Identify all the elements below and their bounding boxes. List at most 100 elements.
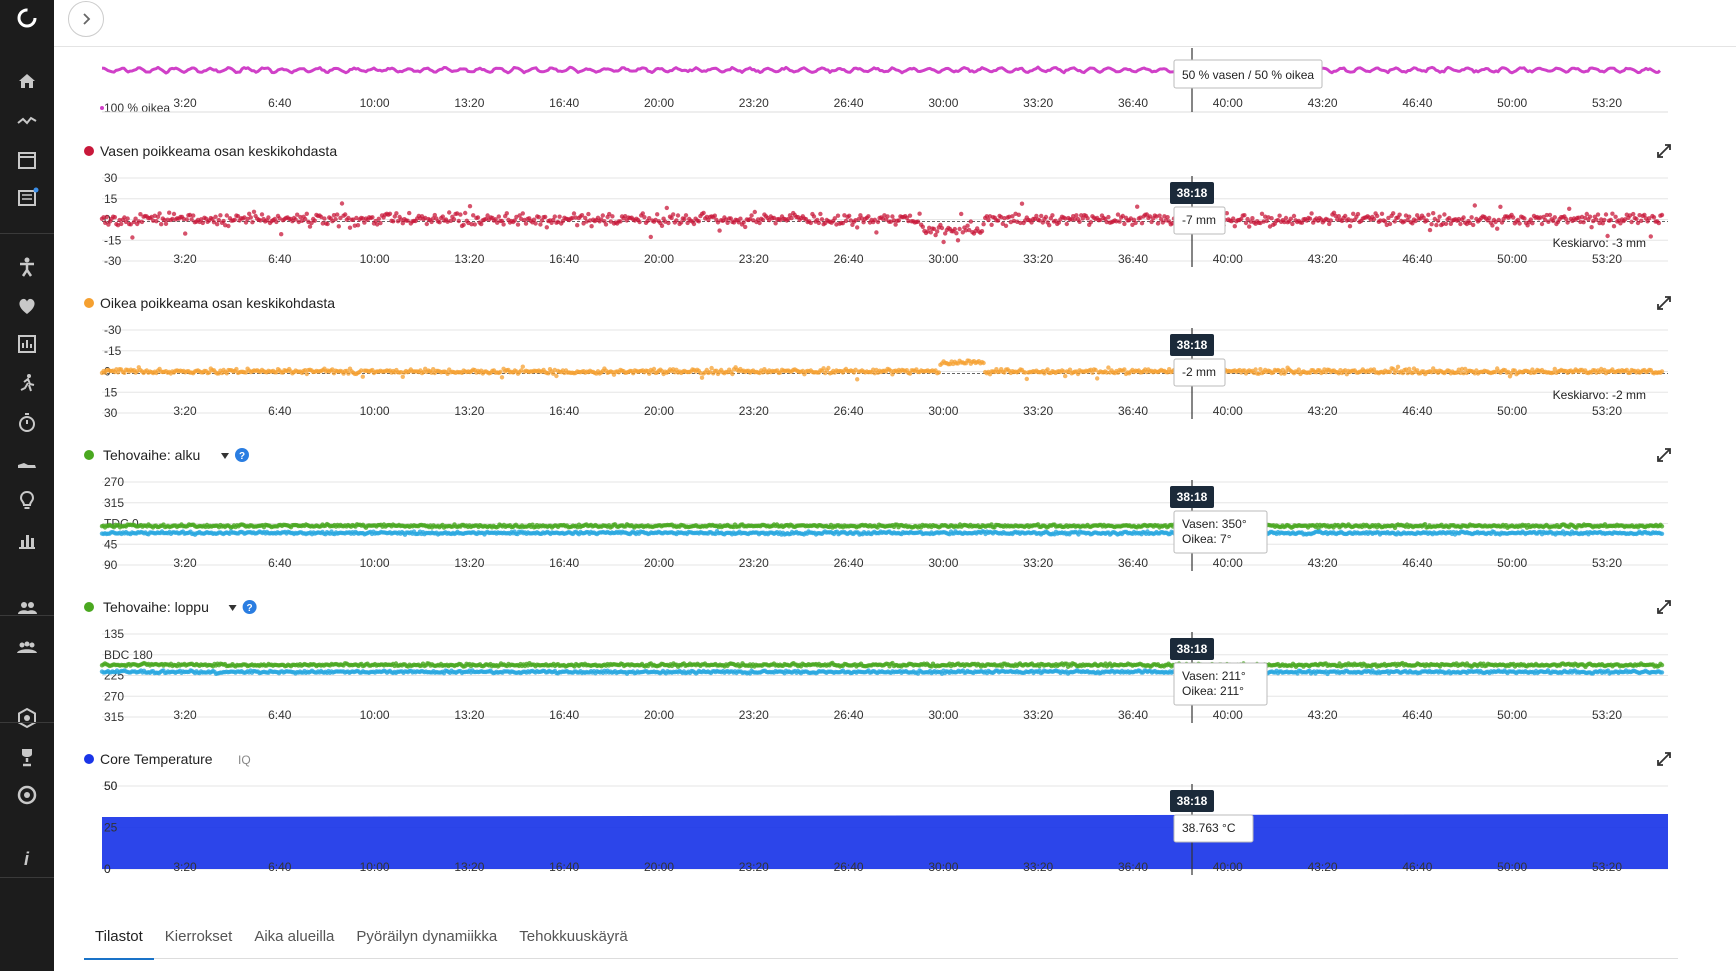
dropdown-caret-icon[interactable]	[228, 605, 237, 611]
data-point	[743, 224, 748, 230]
data-point	[1407, 366, 1412, 372]
data-point	[335, 212, 340, 217]
data-point	[304, 371, 309, 377]
data-point	[1440, 221, 1446, 227]
chart-title[interactable]: Tehovaihe: alku	[103, 447, 200, 463]
data-point	[1447, 215, 1452, 221]
data-point	[717, 228, 722, 233]
data-point	[1515, 217, 1521, 223]
data-point	[232, 217, 237, 222]
data-point	[1565, 220, 1570, 225]
data-point	[1443, 221, 1449, 226]
data-point	[1003, 223, 1009, 228]
info-icon[interactable]: i	[0, 838, 54, 878]
running-icon[interactable]	[0, 364, 54, 404]
data-point	[266, 215, 271, 220]
data-point	[1022, 370, 1028, 375]
data-point	[819, 217, 825, 222]
value-tooltip-text: -2 mm	[1182, 365, 1216, 379]
data-point	[191, 213, 196, 218]
cursor-time-text: 38:18	[1177, 338, 1208, 352]
activity-icon[interactable]	[0, 101, 54, 141]
data-point	[1371, 216, 1377, 222]
data-point	[431, 216, 436, 221]
stopwatch-icon[interactable]	[0, 403, 54, 443]
data-point	[560, 219, 565, 224]
x-tick-label: 43:20	[1308, 404, 1338, 418]
data-point	[1495, 226, 1500, 231]
data-point	[221, 218, 226, 224]
shoe-icon[interactable]	[0, 442, 54, 482]
data-point	[981, 222, 986, 227]
data-point	[960, 230, 965, 235]
dropdown-caret-icon[interactable]	[221, 453, 229, 459]
data-point	[965, 223, 970, 228]
heart-icon[interactable]	[0, 286, 54, 326]
data-point	[538, 222, 543, 227]
data-point	[1543, 217, 1548, 223]
data-point	[939, 225, 945, 231]
data-point	[154, 219, 159, 224]
data-point	[546, 371, 551, 376]
expand-chart-icon[interactable]	[1657, 600, 1671, 614]
data-point	[1635, 220, 1641, 226]
data-point	[330, 219, 335, 224]
data-point	[346, 371, 351, 376]
segment-icon[interactable]	[0, 698, 54, 738]
bulb-icon[interactable]	[0, 481, 54, 521]
data-point	[907, 371, 913, 376]
expand-chart-icon[interactable]	[1657, 296, 1671, 310]
trophy-icon[interactable]	[0, 737, 54, 777]
expand-chart-icon[interactable]	[1657, 144, 1671, 158]
data-point	[1421, 215, 1426, 220]
data-point	[1426, 212, 1431, 217]
data-point	[171, 211, 177, 217]
data-point	[816, 220, 821, 226]
data-point	[1250, 216, 1255, 221]
expand-sidebar-button[interactable]	[68, 1, 104, 37]
data-point	[1120, 213, 1126, 219]
data-point	[1517, 221, 1522, 226]
data-point	[666, 220, 671, 226]
data-point	[989, 222, 994, 227]
x-tick-label: 30:00	[928, 252, 958, 266]
y-tick-label: 45	[104, 537, 118, 551]
data-point	[1639, 218, 1644, 223]
x-tick-label: 23:20	[739, 96, 769, 110]
data-point	[861, 220, 866, 225]
data-point	[1336, 214, 1342, 219]
x-tick-label: 13:20	[454, 404, 484, 418]
expand-chart-icon[interactable]	[1657, 448, 1671, 462]
x-tick-label: 33:20	[1023, 96, 1053, 110]
home-icon[interactable]	[0, 61, 54, 101]
data-point	[954, 231, 959, 236]
data-point	[1130, 222, 1135, 227]
data-point	[346, 215, 351, 221]
groups-icon[interactable]	[0, 628, 54, 668]
x-tick-label: 40:00	[1213, 556, 1243, 570]
x-tick-label: 13:20	[454, 96, 484, 110]
news-icon[interactable]	[0, 178, 54, 218]
target-icon[interactable]	[0, 775, 54, 815]
x-tick-label: 33:20	[1023, 404, 1053, 418]
data-point	[1333, 213, 1338, 219]
x-tick-label: 20:00	[644, 404, 674, 418]
data-point	[320, 221, 325, 226]
data-point	[1659, 369, 1665, 374]
data-point	[493, 217, 498, 222]
calendar-icon[interactable]	[0, 140, 54, 180]
logo-icon[interactable]	[0, 0, 54, 38]
data-point	[312, 218, 317, 223]
help-icon[interactable]	[235, 448, 249, 462]
chart-title[interactable]: Tehovaihe: loppu	[103, 599, 209, 615]
data-point	[467, 204, 473, 209]
bar-chart-icon[interactable]	[0, 520, 54, 560]
group-icon[interactable]	[0, 588, 54, 628]
data-point	[139, 219, 145, 225]
training-icon[interactable]	[0, 247, 54, 287]
data-point	[1544, 212, 1550, 218]
x-tick-label: 43:20	[1308, 252, 1338, 266]
stats-icon[interactable]	[0, 324, 54, 364]
data-point	[872, 217, 877, 222]
